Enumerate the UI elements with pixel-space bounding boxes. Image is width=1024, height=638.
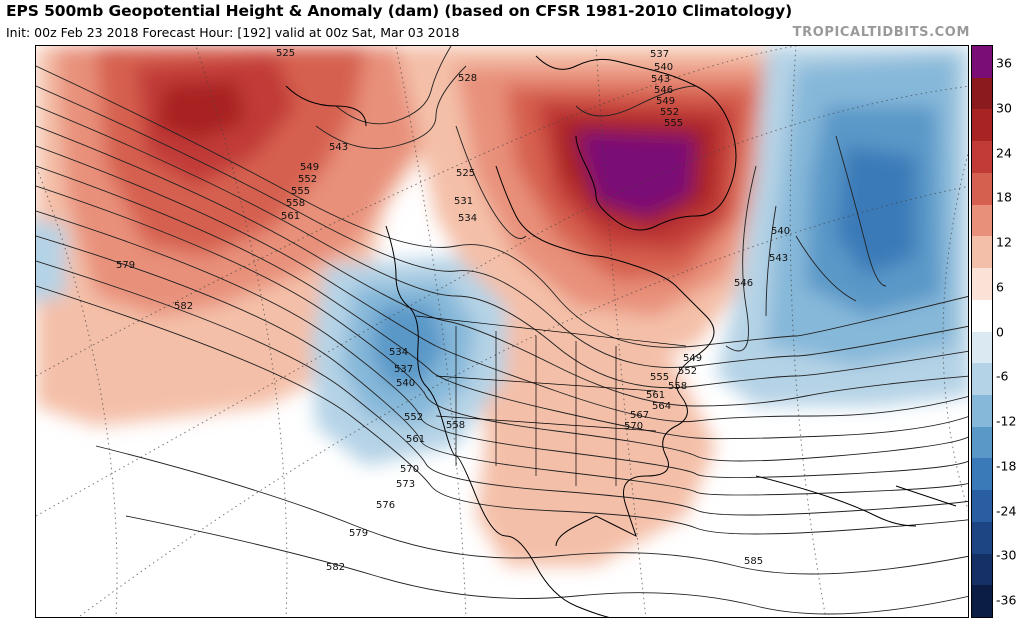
contour-label: 546 [734, 278, 753, 289]
contour-label: 582 [326, 562, 345, 573]
contour-label: 582 [174, 301, 193, 312]
contour-label: 552 [404, 412, 423, 423]
contour-label: 555 [291, 186, 310, 197]
contour-label: 579 [116, 260, 135, 271]
colorbar-tick-label: -18 [996, 458, 1017, 474]
contour-label: 543 [651, 74, 670, 85]
colorbar-segment [972, 172, 992, 206]
contour-labels: 525 528 537 540 543 546 549 552 555 543 … [116, 48, 790, 573]
map-svg: 525 528 537 540 543 546 549 552 555 543 … [36, 46, 968, 617]
colorbar-tick-label: -6 [996, 368, 1009, 384]
contour-label: 579 [349, 528, 368, 539]
colorbar [971, 45, 993, 618]
contour-label: 540 [654, 62, 673, 73]
contour-label: 552 [678, 366, 697, 377]
contour-label: 570 [400, 464, 419, 475]
colorbar-tick-label: 30 [996, 100, 1012, 116]
contour-label: 549 [683, 353, 702, 364]
colorbar-segment [972, 299, 992, 332]
contour-label: 528 [458, 73, 477, 84]
contour-label: 525 [456, 168, 475, 179]
contour-label: 558 [668, 381, 687, 392]
height-contours [36, 46, 968, 615]
contour-label: 561 [281, 211, 300, 222]
contour-label: 552 [298, 174, 317, 185]
colorbar-segment [972, 553, 992, 586]
colorbar-segment [972, 204, 992, 237]
contour-label: 531 [454, 196, 473, 207]
colorbar-segment [972, 46, 992, 79]
colorbar-segment [972, 77, 992, 110]
contour-label: 540 [396, 378, 415, 389]
colorbar-segment [972, 268, 992, 301]
contour-label: 540 [771, 226, 790, 237]
colorbar-tick-label: 6 [996, 279, 1004, 295]
colorbar-segment [972, 109, 992, 142]
colorbar-tick-label: 24 [996, 145, 1012, 160]
contour-label: 561 [406, 434, 425, 445]
map-panel: 525 528 537 540 543 546 549 552 555 543 … [35, 45, 969, 618]
colorbar-tick-label: 0 [996, 324, 1004, 339]
contour-label: 537 [650, 49, 669, 60]
colorbar-tick-label: 18 [996, 189, 1012, 205]
contour-label: 573 [396, 479, 415, 490]
colorbar-segment [972, 141, 992, 174]
contour-label: 555 [650, 372, 669, 383]
contour-label: 552 [660, 107, 679, 118]
coastlines [285, 55, 957, 617]
colorbar-segment [972, 490, 992, 523]
colorbar-segment [972, 585, 992, 618]
contour-label: 549 [656, 96, 675, 107]
contour-label: 543 [769, 253, 788, 264]
contour-label: 561 [646, 390, 665, 401]
chart-title: EPS 500mb Geopotential Height & Anomaly … [6, 2, 793, 20]
contour-label: 525 [276, 48, 295, 59]
colorbar-tick-label: -24 [996, 503, 1017, 518]
brand-watermark: TROPICALTIDBITS.COM [792, 25, 970, 40]
colorbar-segment [972, 426, 992, 459]
colorbar-tick-label: -36 [996, 592, 1017, 608]
contour-label: 564 [652, 401, 671, 412]
colorbar-segment [972, 331, 992, 364]
contour-label: 570 [624, 421, 643, 432]
contour-label: 555 [664, 118, 683, 129]
colorbar-segment [972, 236, 992, 269]
contour-label: 537 [394, 364, 413, 375]
contour-label: 534 [458, 213, 477, 224]
colorbar-tick-label: 12 [996, 234, 1012, 250]
colorbar-segment [972, 458, 992, 491]
chart-subtitle: Init: 00z Feb 23 2018 Forecast Hour: [19… [6, 25, 460, 40]
contour-label: 534 [389, 347, 408, 358]
colorbar-segment [972, 363, 992, 396]
contour-label: 558 [446, 420, 465, 431]
colorbar-tick-label: -12 [996, 413, 1017, 429]
colorbar-tick-label: 36 [996, 55, 1012, 71]
contour-label: 558 [286, 198, 305, 209]
contour-label: 576 [376, 500, 395, 511]
colorbar-tick-label: -30 [996, 547, 1017, 563]
contour-label: 567 [630, 410, 649, 421]
contour-label: 543 [329, 142, 348, 153]
colorbar-segment [972, 394, 992, 428]
contour-label: 546 [654, 85, 673, 96]
contour-label: 549 [300, 162, 319, 173]
borders [415, 315, 687, 486]
contour-label: 585 [744, 556, 763, 567]
colorbar-segment [972, 521, 992, 555]
